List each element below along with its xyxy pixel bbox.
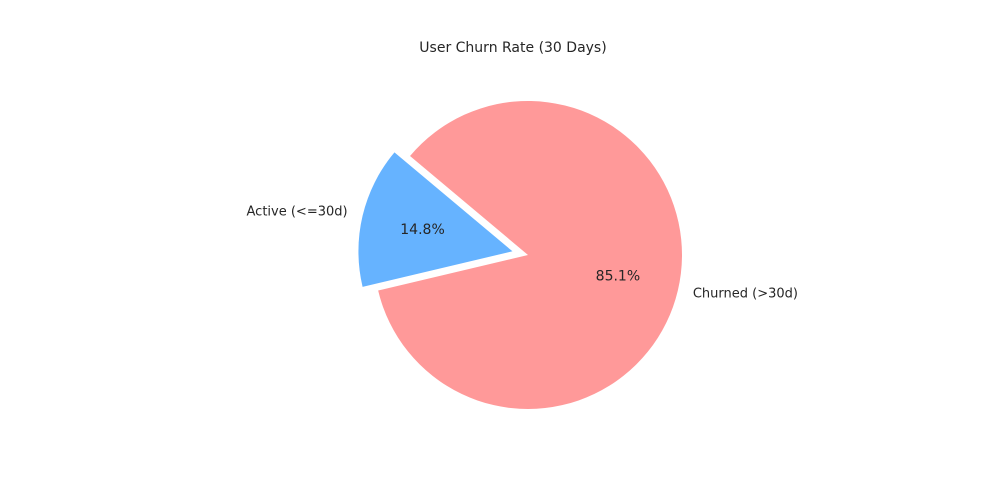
pie-labels: 14.8% Active (<=30d) 85.1% Churned (>30d) (247, 205, 798, 302)
slice-label-active-30d: Active (<=30d) (247, 205, 348, 220)
pct-label-churned-30d: 85.1% (596, 268, 640, 284)
pie-slice-active-30d (358, 152, 513, 287)
chart-title: User Churn Rate (30 Days) (419, 40, 606, 56)
slice-label-churned-30d: Churned (>30d) (693, 287, 798, 302)
pie-slices (358, 100, 682, 409)
pct-label-active-30d: 14.8% (400, 222, 444, 238)
pie-slice-churned-30d (378, 100, 682, 409)
